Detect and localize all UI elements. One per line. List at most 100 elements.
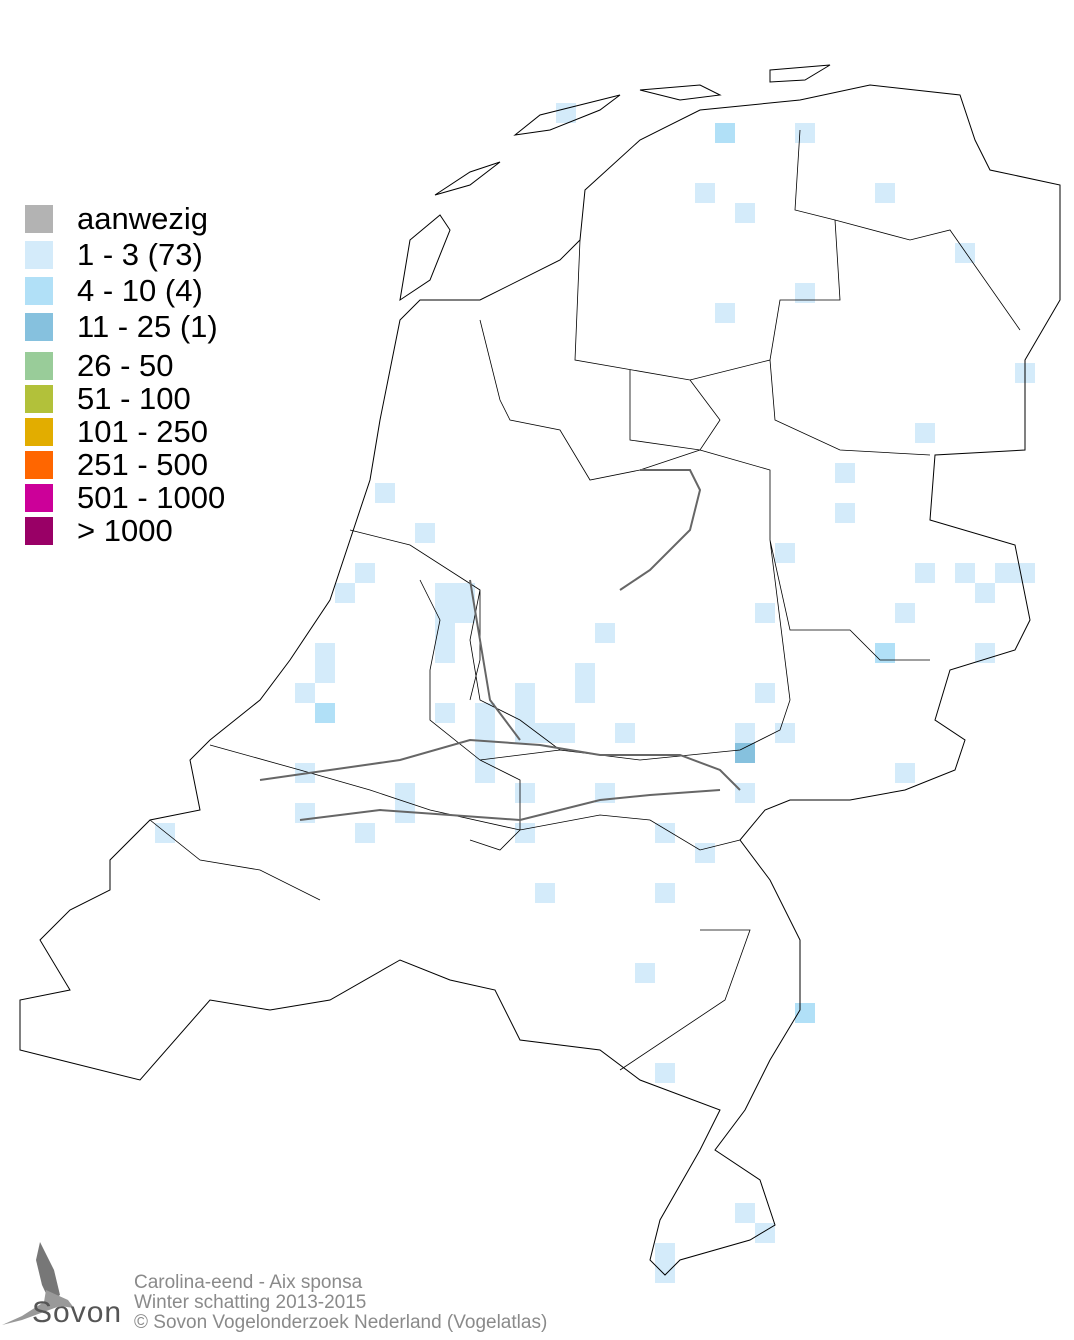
grid-cell xyxy=(655,1243,675,1263)
legend-swatch xyxy=(25,384,53,413)
grid-cell xyxy=(915,423,935,443)
grid-cell xyxy=(835,503,855,523)
grid-cell xyxy=(995,563,1015,583)
grid-cell xyxy=(375,483,395,503)
grid-cell xyxy=(435,623,455,643)
legend-swatch xyxy=(25,276,53,305)
rivers xyxy=(259,469,741,822)
legend-label: > 1000 xyxy=(77,512,173,548)
legend-label: 1 - 3 (73) xyxy=(77,236,203,272)
sovon-logo-text: Sovon xyxy=(32,1296,123,1329)
legend-label: 26 - 50 xyxy=(77,347,174,383)
grid-cell xyxy=(975,583,995,603)
grid-cell xyxy=(955,243,975,263)
legend-label: aanwezig xyxy=(77,200,208,236)
grid-cell xyxy=(875,643,895,663)
grid-cell xyxy=(695,843,715,863)
grid-cell xyxy=(556,103,576,123)
grid-cell xyxy=(635,963,655,983)
grid-cell xyxy=(715,303,735,323)
legend-swatch xyxy=(25,450,53,479)
grid-cell xyxy=(715,123,735,143)
grid-cell xyxy=(515,783,535,803)
grid-cell xyxy=(615,723,635,743)
grid-cell xyxy=(475,763,495,783)
legend-item-501-1000: 501 - 1000 xyxy=(25,479,226,515)
grid-cell xyxy=(535,883,555,903)
grid-cell xyxy=(695,183,715,203)
legend-swatch xyxy=(25,417,53,446)
legend-swatch xyxy=(25,351,53,380)
sovon-swallow-logo-icon xyxy=(2,1242,74,1325)
province-borders xyxy=(149,129,1021,1071)
grid-cell xyxy=(735,723,755,743)
legend-label: 501 - 1000 xyxy=(77,479,226,515)
grid-cell xyxy=(475,743,495,763)
copyright-text: © Sovon Vogelonderzoek Nederland (Vogela… xyxy=(134,1312,548,1333)
grid-cell xyxy=(975,643,995,663)
grid-cell xyxy=(535,723,555,743)
wadden-islands xyxy=(399,64,831,302)
grid-cell xyxy=(795,123,815,143)
grid-cell xyxy=(1015,563,1035,583)
grid-cell xyxy=(955,563,975,583)
grid-cell xyxy=(915,563,935,583)
legend-swatch xyxy=(25,204,53,233)
grid-cell xyxy=(655,883,675,903)
grid-cell xyxy=(355,563,375,583)
legend-item-1-3: 1 - 3 (73) xyxy=(25,236,225,272)
legend-item-51-100: 51 - 100 xyxy=(25,380,225,416)
grid-cell xyxy=(735,1203,755,1223)
legend-swatch xyxy=(25,516,53,545)
grid-cell xyxy=(655,1263,675,1283)
grid-cell xyxy=(775,543,795,563)
grid-cell xyxy=(655,823,675,843)
legend-label: 11 - 25 (1) xyxy=(77,308,218,344)
grid-cell xyxy=(315,643,335,663)
grid-cell xyxy=(755,603,775,623)
grid-cell xyxy=(755,683,775,703)
legend-item-aanwezig: aanwezig xyxy=(25,200,225,236)
grid-cell xyxy=(735,783,755,803)
grid-cell xyxy=(355,823,375,843)
grid-cell xyxy=(575,683,595,703)
grid-cell xyxy=(895,763,915,783)
grid-cell xyxy=(515,683,535,703)
grid-cell xyxy=(315,703,335,723)
species-name: Carolina-eend - Aix sponsa xyxy=(134,1272,363,1293)
legend-item-26-50: 26 - 50 xyxy=(25,347,225,383)
legend-swatch xyxy=(25,483,53,512)
grid-cell xyxy=(395,803,415,823)
grid-cell xyxy=(395,783,415,803)
grid-cell xyxy=(435,703,455,723)
grid-cell xyxy=(335,583,355,603)
map-caption: Carolina-eend - Aix sponsa Winter schatt… xyxy=(134,1273,547,1333)
legend-item-11-25: 11 - 25 (1) xyxy=(25,308,225,344)
grid-cell xyxy=(595,623,615,643)
legend-label: 101 - 250 xyxy=(77,413,208,449)
grid-cell xyxy=(455,603,475,623)
grid-cell xyxy=(435,603,455,623)
grid-cell xyxy=(515,703,535,723)
grid-cell xyxy=(555,723,575,743)
grid-cell xyxy=(835,463,855,483)
country-outline xyxy=(19,84,1061,1276)
grid-cell xyxy=(515,723,535,743)
grid-cell xyxy=(295,683,315,703)
grid-cell xyxy=(755,1223,775,1243)
map-legend: aanwezig 1 - 3 (73) 4 - 10 (4) 11 - 25 (… xyxy=(25,200,226,548)
legend-swatch xyxy=(25,312,53,341)
grid-cell xyxy=(795,283,815,303)
grid-cell xyxy=(515,823,535,843)
grid-cell xyxy=(315,663,335,683)
grid-cell xyxy=(415,523,435,543)
legend-label: 51 - 100 xyxy=(77,380,191,416)
legend-label: 4 - 10 (4) xyxy=(77,272,203,308)
legend-item-251-500: 251 - 500 xyxy=(25,447,225,482)
grid-cell xyxy=(875,183,895,203)
grid-cell xyxy=(455,583,475,603)
grid-cell xyxy=(575,663,595,683)
grid-cell xyxy=(775,723,795,743)
